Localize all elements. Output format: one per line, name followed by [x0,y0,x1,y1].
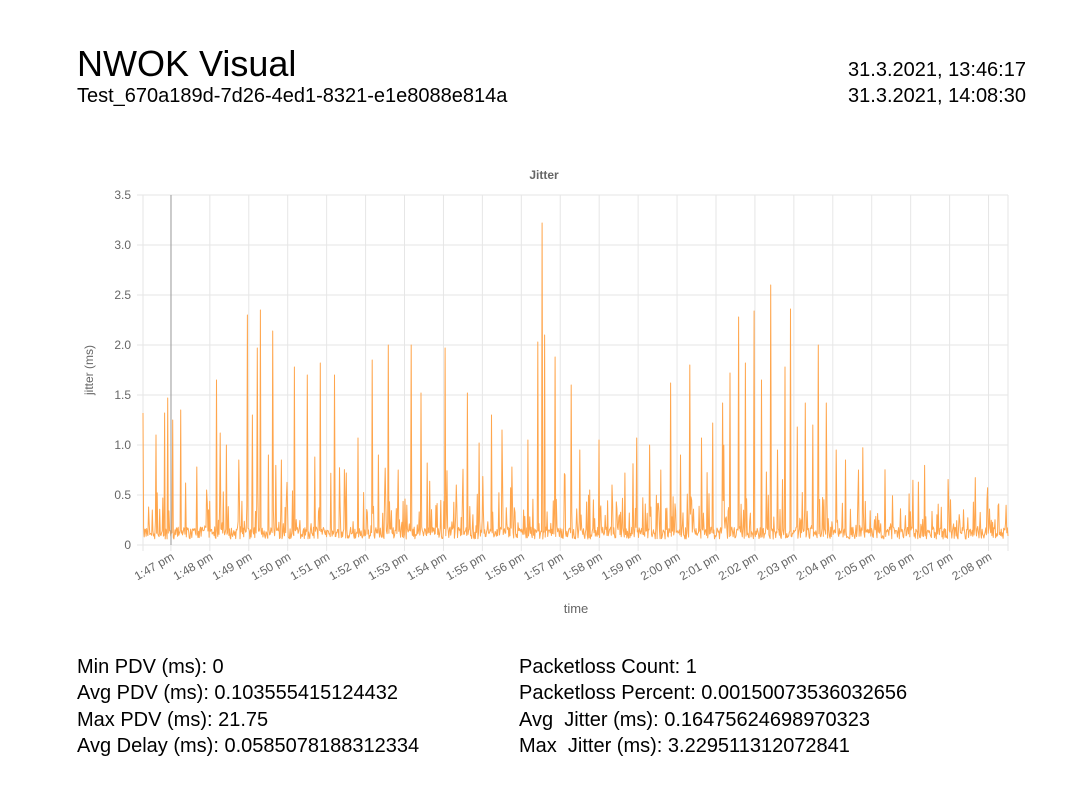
x-tick-label: 2:01 pm [677,549,722,583]
x-tick-label: 1:54 pm [404,549,449,583]
x-tick-label: 2:05 pm [833,549,878,583]
x-axis-ticks: 1:47 pm1:48 pm1:49 pm1:50 pm1:51 pm1:52 … [132,549,994,583]
x-tick-label: 2:08 pm [949,549,994,583]
y-tick-label: 3.5 [114,188,131,202]
x-tick-label: 2:07 pm [911,549,956,583]
x-tick-label: 2:03 pm [755,549,800,583]
stats-left-panel: Min PDV (ms): 0 Avg PDV (ms): 0.10355541… [77,654,419,759]
app-title: NWOK Visual [77,43,297,84]
x-tick-label: 1:48 pm [171,549,216,583]
x-tick-label: 1:56 pm [482,549,527,583]
x-tick-label: 2:06 pm [872,549,917,583]
x-tick-label: 1:58 pm [560,549,605,583]
y-tick-label: 1.5 [114,388,131,402]
max-pdv: Max PDV (ms): 21.75 [77,708,269,731]
test-id: Test_670a189d-7d26-4ed1-8321-e1e8088e814… [77,85,508,107]
avg-pdv: Avg PDV (ms): 0.103555415124432 [77,682,398,705]
x-tick-label: 2:00 pm [638,549,683,583]
avg-jitter: Avg Jitter (ms): 0.16475624698970323 [519,708,870,731]
y-tick-label: 3.0 [114,238,131,252]
y-axis-label: jitter (ms) [82,345,96,396]
x-tick-label: 1:49 pm [210,549,255,583]
y-tick-label: 1.0 [114,438,131,452]
x-axis-label: time [564,601,589,616]
start-timestamp: 31.3.2021, 13:46:17 [848,59,1026,81]
end-timestamp: 31.3.2021, 14:08:30 [848,85,1026,107]
packetloss-percent: Packetloss Percent: 0.00150073536032656 [519,682,908,705]
chart-title: Jitter [529,168,559,182]
x-tick-label: 1:55 pm [443,549,488,583]
x-tick-label: 1:51 pm [288,549,333,583]
max-jitter: Max Jitter (ms): 3.229511312072841 [519,734,850,757]
stats-right-panel: Packetloss Count: 1 Packetloss Percent: … [519,654,907,759]
x-tick-label: 1:52 pm [327,549,372,583]
jitter-chart: 0 0.5 1.0 1.5 2.0 2.5 3.0 3.5 1:47 pm1:48 pm1:4… [82,168,1009,616]
x-tick-label: 1:47 pm [132,549,177,583]
chart-grid [137,194,1009,551]
y-tick-label: 2.5 [114,288,131,302]
x-tick-label: 1:50 pm [249,549,294,583]
x-tick-label: 2:02 pm [716,549,761,583]
y-tick-label: 2.0 [114,338,131,352]
y-axis-ticks: 0 0.5 1.0 1.5 2.0 2.5 3.0 3.5 [114,188,131,552]
jitter-series-line [142,222,1009,540]
min-pdv: Min PDV (ms): 0 [77,656,224,678]
y-tick-label: 0.5 [114,488,131,502]
y-tick-label: 0 [124,538,131,552]
x-tick-label: 1:59 pm [599,549,644,583]
x-tick-label: 1:57 pm [521,549,566,583]
x-tick-label: 2:04 pm [794,549,839,583]
packetloss-count: Packetloss Count: 1 [519,656,697,678]
avg-delay: Avg Delay (ms): 0.0585078188312334 [77,734,420,757]
x-tick-label: 1:53 pm [365,549,410,583]
